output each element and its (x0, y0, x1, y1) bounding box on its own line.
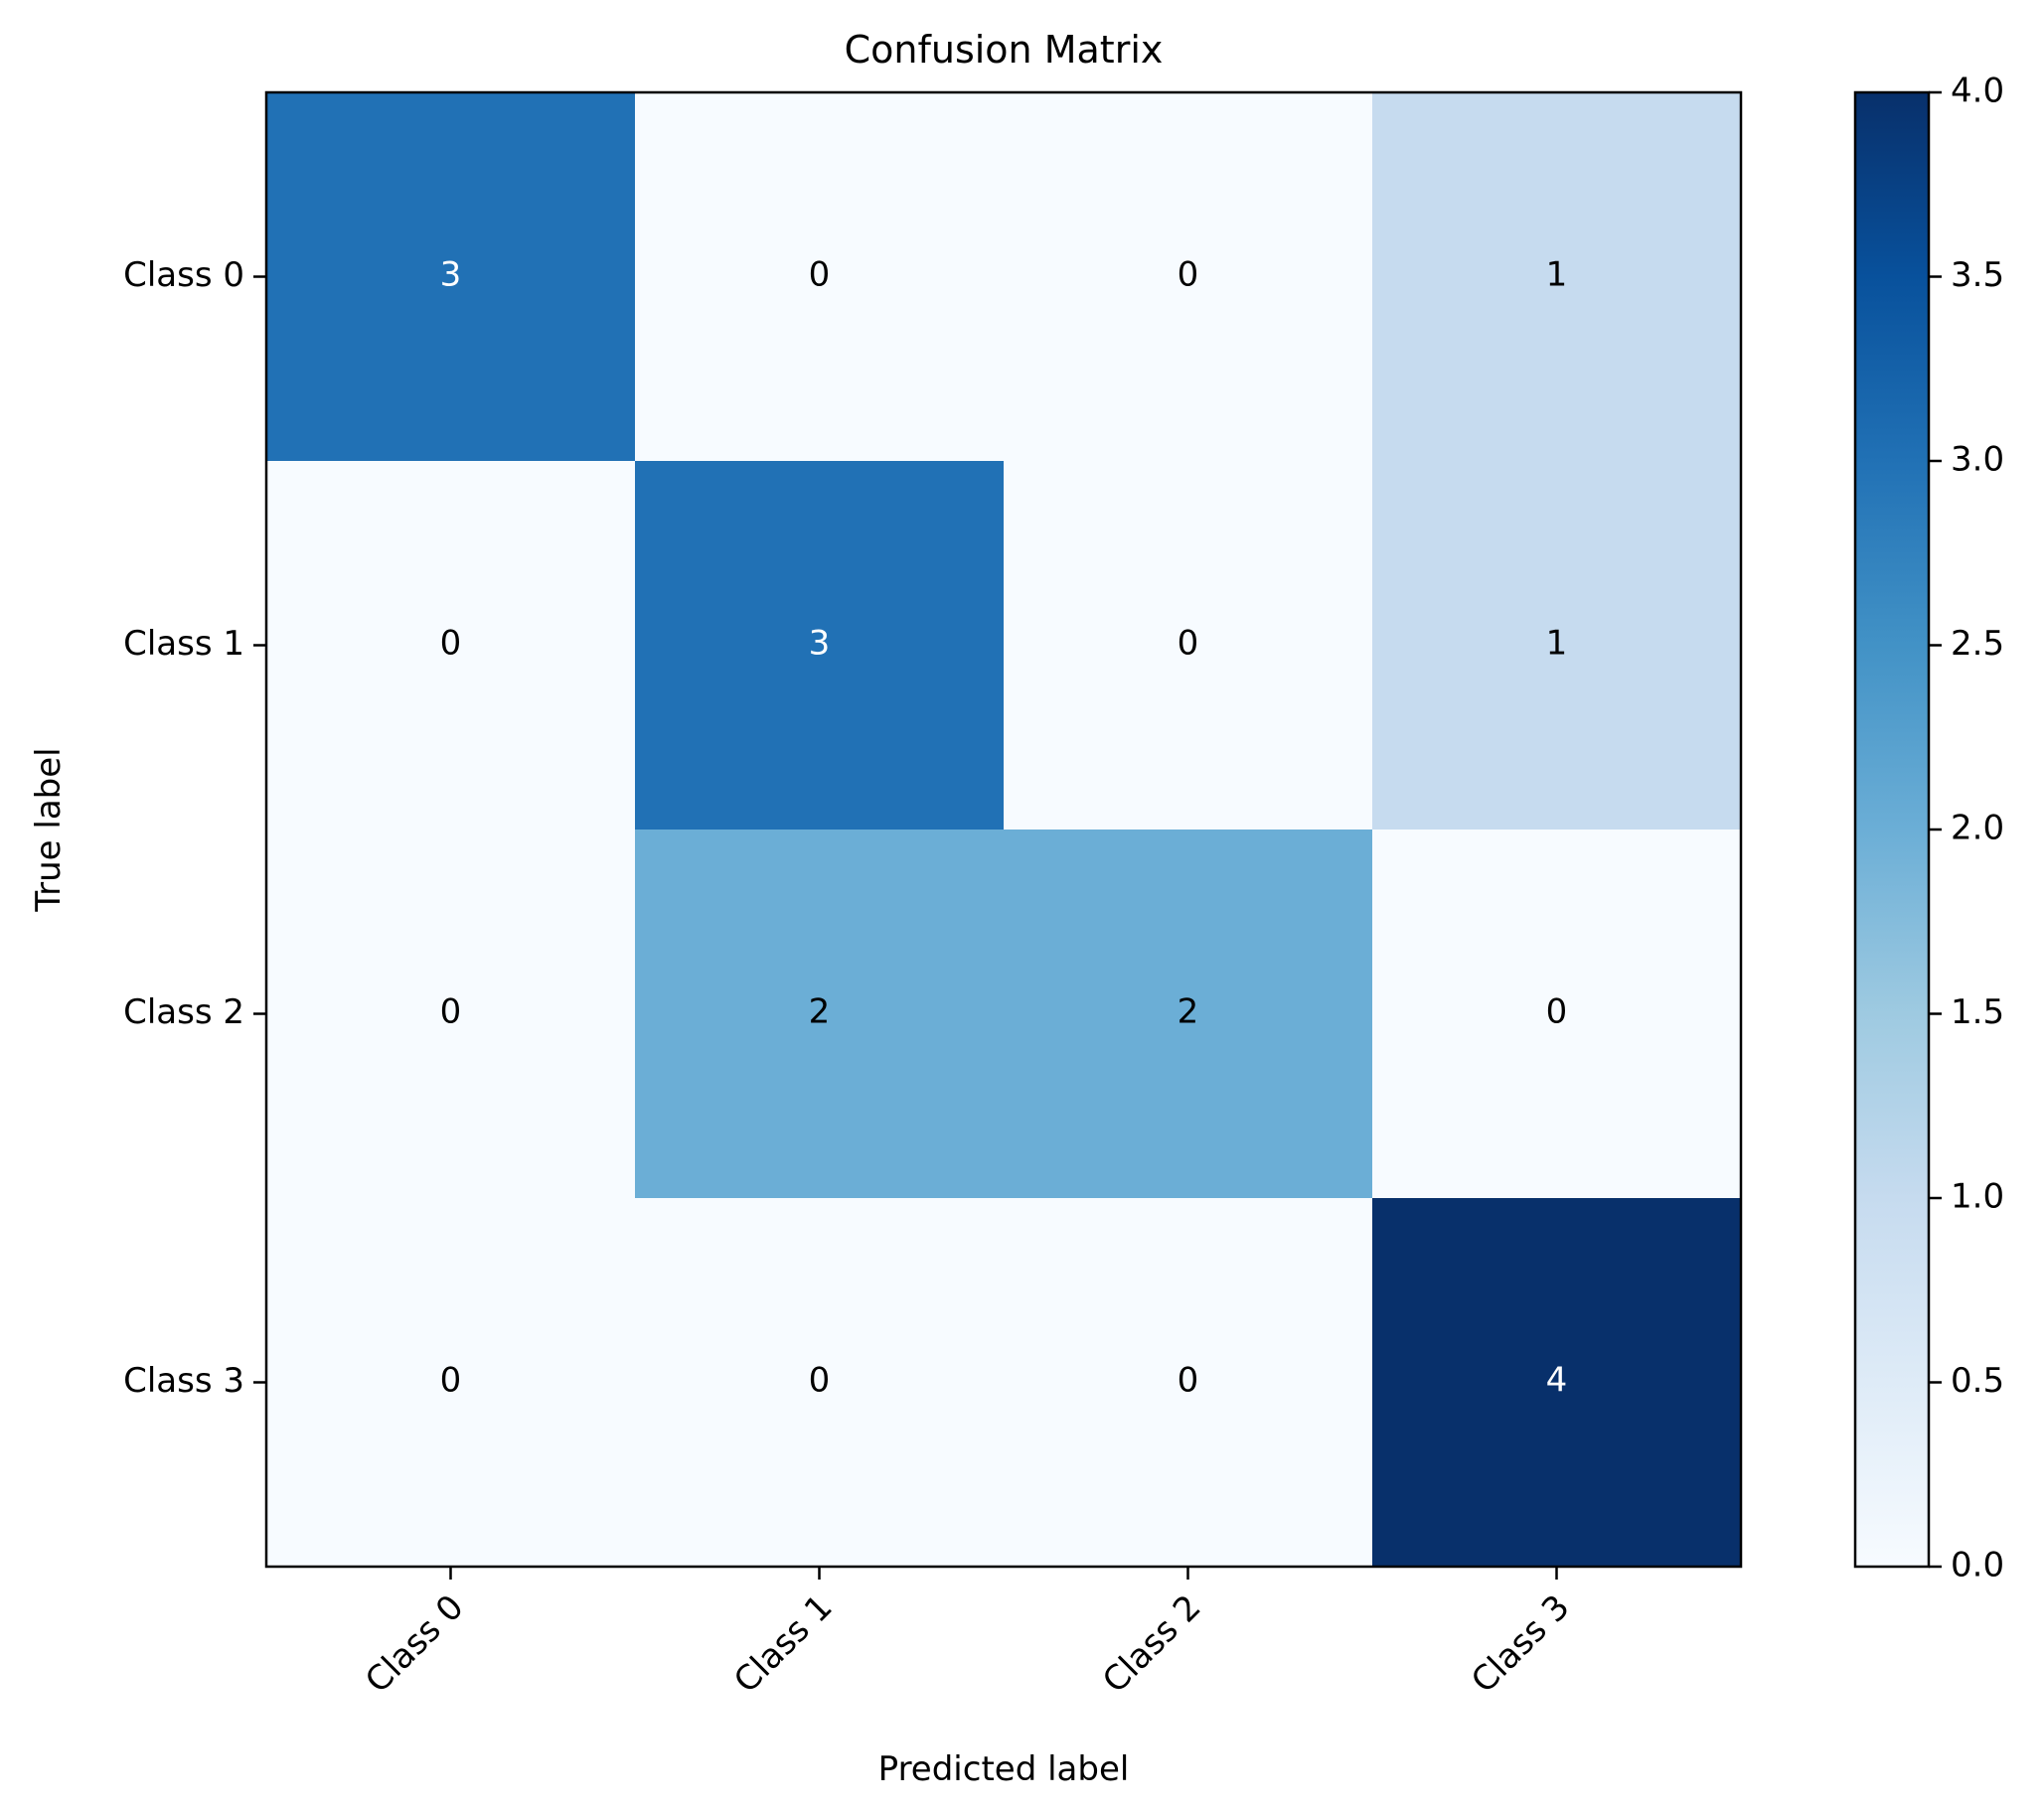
chart-title: Confusion Matrix (845, 28, 1164, 72)
heatmap-cell-r2-c2 (1004, 830, 1373, 1199)
colorbar (1853, 90, 1931, 1569)
x-axis-label: Predicted label (878, 1749, 1130, 1789)
cell-value-r1-c2: 0 (1178, 624, 1199, 664)
heatmap-cell-r1-c2 (1004, 461, 1373, 830)
y-axis-label: True label (29, 747, 69, 912)
heatmap-cell-r2-c3 (1372, 830, 1742, 1199)
y-tick-label-0: Class 0 (123, 255, 244, 295)
cell-value-r3-c3: 4 (1546, 1361, 1568, 1401)
colorbar-ticks: 0.0 0.5 1.0 1.5 2.0 2.5 3.0 3.5 4.0 (1929, 72, 2004, 1586)
cell-value-r0-c2: 0 (1178, 255, 1199, 295)
colorbar-tick-label-2: 1.0 (1951, 1177, 2004, 1217)
y-tick-label-2: Class 2 (123, 992, 244, 1032)
cell-value-labels: 3 0 0 1 0 3 0 1 0 2 2 0 0 0 0 4 (440, 255, 1568, 1401)
x-tick-label-2: Class 2 (1095, 1587, 1208, 1701)
heatmap-cell-r1-c3 (1372, 461, 1742, 830)
x-axis-ticks: Class 0 Class 1 Class 2 Class 3 (358, 1567, 1578, 1701)
heatmap-cell-r1-c1 (635, 461, 1005, 830)
colorbar-tick-label-4: 2.0 (1951, 809, 2004, 848)
cell-value-r3-c1: 0 (809, 1361, 831, 1401)
colorbar-tick-label-7: 3.5 (1951, 255, 2004, 295)
x-tick-label-1: Class 1 (726, 1587, 840, 1701)
cell-value-r3-c0: 0 (440, 1361, 462, 1401)
cell-value-r2-c1: 2 (809, 992, 831, 1032)
heatmap-cell-r3-c3 (1372, 1198, 1742, 1568)
y-tick-label-3: Class 3 (123, 1361, 244, 1401)
colorbar-tick-label-1: 0.5 (1951, 1361, 2004, 1401)
cell-value-r2-c2: 2 (1178, 992, 1199, 1032)
y-tick-label-1: Class 1 (123, 624, 244, 664)
cell-value-r1-c0: 0 (440, 624, 462, 664)
colorbar-tick-label-3: 1.5 (1951, 992, 2004, 1032)
colorbar-tick-label-6: 3.0 (1951, 440, 2004, 480)
x-tick-label-3: Class 3 (1464, 1587, 1577, 1701)
heatmap-cell-r0-c1 (635, 92, 1005, 462)
cell-value-r1-c3: 1 (1546, 624, 1568, 664)
plot-frame (264, 90, 1743, 1569)
heatmap-cell-r2-c1 (635, 830, 1005, 1199)
cell-value-r0-c1: 0 (809, 255, 831, 295)
heatmap-cell-r0-c3 (1372, 92, 1742, 462)
heatmap-cells (266, 92, 1742, 1568)
heatmap-cell-r3-c0 (266, 1198, 636, 1568)
cell-value-r1-c1: 3 (809, 624, 831, 664)
heatmap-cell-r1-c0 (266, 461, 636, 830)
heatmap-cell-r3-c2 (1004, 1198, 1373, 1568)
heatmap-cell-r0-c0 (266, 92, 636, 462)
cell-value-r2-c3: 0 (1546, 992, 1568, 1032)
cell-value-r0-c3: 1 (1546, 255, 1568, 295)
heatmap-cell-r0-c2 (1004, 92, 1373, 462)
x-tick-label-0: Class 0 (358, 1587, 471, 1701)
colorbar-tick-label-0: 0.0 (1951, 1546, 2004, 1586)
y-axis-ticks: Class 0 Class 1 Class 2 Class 3 (123, 255, 266, 1401)
colorbar-tick-label-8: 4.0 (1951, 72, 2004, 111)
cell-value-r2-c0: 0 (440, 992, 462, 1032)
heatmap-cell-r2-c0 (266, 830, 636, 1199)
colorbar-tick-label-5: 2.5 (1951, 624, 2004, 664)
heatmap-cell-r3-c1 (635, 1198, 1005, 1568)
cell-value-r0-c0: 3 (440, 255, 462, 295)
cell-value-r3-c2: 0 (1178, 1361, 1199, 1401)
